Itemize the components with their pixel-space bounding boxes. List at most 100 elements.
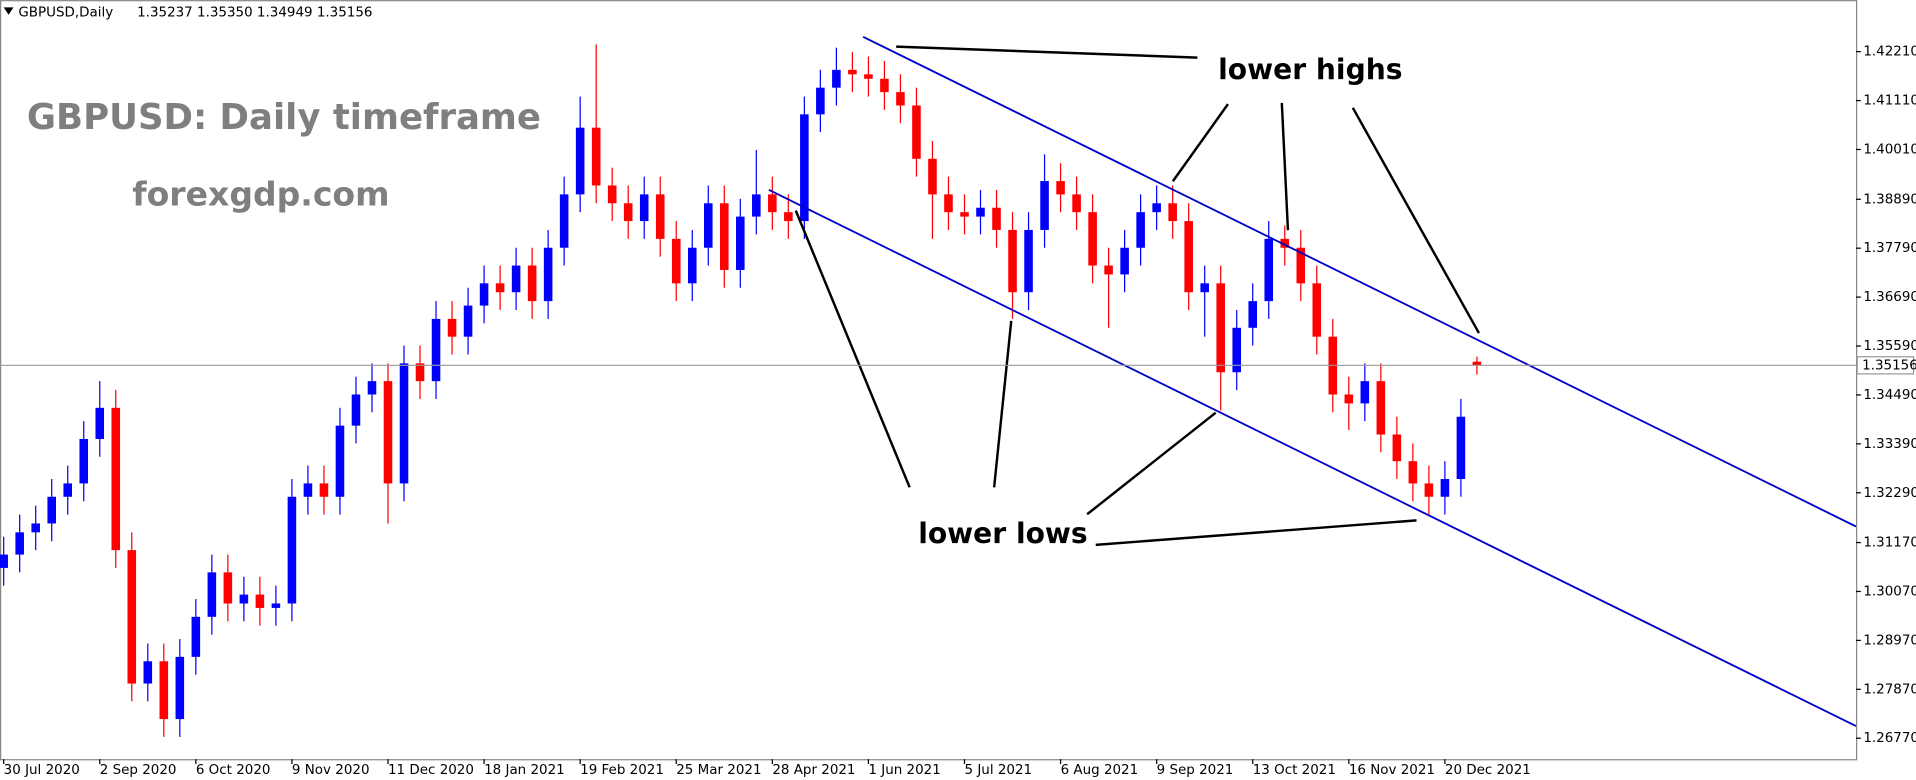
candle-body (31, 523, 40, 533)
candle-body (607, 185, 617, 204)
candle-body (63, 483, 73, 497)
candle-body (335, 425, 345, 497)
x-tick-label: 9 Nov 2020 (292, 763, 370, 778)
arrow (992, 320, 1013, 488)
lower-channel (768, 189, 1857, 727)
candle-body (896, 92, 905, 106)
x-tick-label: 9 Sep 2021 (1157, 763, 1234, 778)
candle-body (543, 247, 553, 302)
candle-body (559, 194, 569, 248)
y-tick-label: 1.41110 (1863, 94, 1916, 109)
candle-body (511, 265, 521, 293)
candle-body (703, 203, 713, 248)
candle-body (271, 603, 281, 608)
candle-body (623, 203, 633, 222)
candle-body (992, 207, 1001, 230)
price-label: 1.35156 (1862, 358, 1916, 373)
candle-body (1376, 381, 1386, 435)
arrow (1095, 519, 1417, 547)
annotation: lower highs (1218, 53, 1402, 86)
y-tick-label: 1.26770 (1863, 731, 1916, 746)
x-tick-label: 5 Jul 2021 (964, 763, 1032, 778)
candle-body (463, 305, 473, 337)
y-tick-label: 1.33390 (1863, 437, 1916, 452)
candle-body (655, 194, 665, 239)
y-tick-label: 1.42210 (1863, 45, 1916, 60)
x-tick-label: 16 Nov 2021 (1349, 763, 1435, 778)
candle-body (1200, 283, 1209, 293)
candle-body (816, 87, 825, 115)
candle-body (127, 550, 137, 684)
candle-body (1360, 381, 1370, 404)
candle-body (415, 363, 425, 382)
quote: 1.35237 1.35350 1.34949 1.35156 (137, 5, 372, 20)
candle-body (431, 318, 441, 382)
candle-body (223, 572, 233, 604)
candle-body (687, 247, 697, 284)
candle-body (287, 496, 297, 604)
x-tick-label: 6 Oct 2020 (196, 763, 271, 778)
candle-body (575, 127, 585, 195)
candle-body (671, 238, 681, 284)
candle-body (479, 283, 489, 306)
candles (0, 44, 1482, 737)
y-tick-label: 1.35590 (1863, 339, 1916, 354)
candle-body (527, 265, 537, 302)
candle-body (351, 394, 361, 426)
candle-body (1072, 194, 1081, 213)
candle-body (1456, 416, 1466, 479)
candle-body (79, 438, 89, 484)
y-tick-label: 1.31170 (1863, 536, 1916, 551)
candle-body (864, 74, 873, 79)
candle-body (800, 114, 809, 222)
x-tick-label: 1 Jun 2021 (868, 763, 940, 778)
candle-body (1088, 212, 1097, 266)
y-tick-label: 1.28970 (1863, 633, 1916, 648)
candle-body (1472, 361, 1482, 366)
y-tick-label: 1.37790 (1863, 241, 1916, 256)
chart-subtitle: forexgdp.com (132, 174, 389, 213)
candle-body (1008, 229, 1017, 293)
candle-body (1264, 238, 1274, 302)
x-tick-label: 30 Jul 2020 (4, 763, 80, 778)
candle-body (768, 194, 777, 213)
candle-body (1280, 238, 1290, 248)
candle-body (1040, 181, 1049, 230)
y-tick-label: 1.32290 (1863, 486, 1916, 501)
candle-body (848, 69, 857, 75)
candle-body (1296, 247, 1306, 284)
candle-body (255, 594, 265, 608)
candle-body (912, 105, 921, 159)
candle-body (880, 78, 889, 93)
candle-body (239, 594, 249, 604)
candle-body (367, 381, 377, 395)
arrow (1280, 102, 1290, 231)
candle-body (719, 203, 729, 270)
candle-body (1408, 461, 1418, 484)
candle-body (1136, 212, 1145, 248)
candle-body (1104, 265, 1113, 275)
candle-body (832, 69, 841, 88)
annotation-arrows (794, 45, 1480, 547)
x-tick-label: 20 Dec 2021 (1445, 763, 1531, 778)
candle-body (175, 656, 185, 720)
candle-body (1392, 434, 1402, 462)
candle-body (928, 158, 937, 195)
y-tick-label: 1.38890 (1863, 192, 1916, 207)
menu-triangle[interactable] (3, 7, 14, 15)
y-tick-label: 1.30070 (1863, 584, 1916, 599)
candle-body (0, 554, 8, 568)
arrow (1171, 103, 1229, 182)
y-tick-label: 1.34490 (1863, 388, 1916, 403)
price-label-box (1856, 356, 1915, 375)
candle-body (1168, 203, 1177, 222)
candle-body (1232, 327, 1242, 373)
arrow (896, 45, 1198, 59)
candle-body (143, 661, 153, 684)
x-tick-label: 6 Aug 2021 (1061, 763, 1139, 778)
arrow (1086, 411, 1217, 516)
candle-body (303, 483, 313, 497)
candle-body (1216, 283, 1225, 373)
arrow (794, 210, 911, 488)
candle-body (15, 532, 24, 555)
